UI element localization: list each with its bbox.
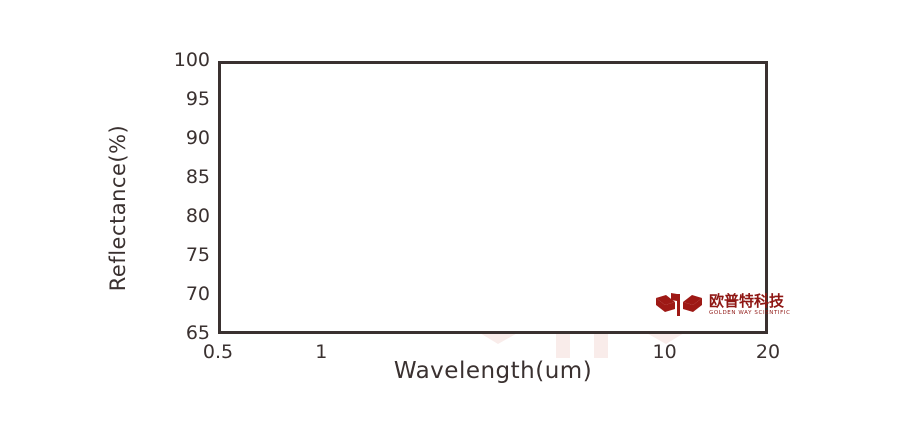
y-tick-label: 90: [185, 127, 210, 149]
y-tick-label: 100: [173, 49, 210, 71]
x-tick-label: 20: [755, 341, 781, 363]
x-tick-label: 0.5: [202, 341, 234, 363]
y-tick-label: 75: [185, 244, 210, 266]
brand-name-en: GOLDEN WAY SCIENTIFIC: [709, 309, 791, 316]
y-tick-label: 95: [185, 88, 210, 110]
plot-area: [218, 61, 768, 334]
y-axis-title: Reflectance(%): [106, 124, 130, 292]
x-tick-label: 10: [652, 341, 677, 363]
y-tick-label: 65: [185, 322, 210, 344]
plot-frame: [218, 61, 768, 334]
brand-text: 欧普特科技 GOLDEN WAY SCIENTIFIC: [709, 291, 791, 317]
y-axis-tick-labels: 65 70 75 80 85 90 95 100: [174, 0, 210, 440]
y-tick-label: 70: [185, 283, 210, 305]
brand-logo-icon: [656, 293, 702, 316]
x-tick-label: 1: [315, 341, 328, 363]
y-tick-label: 85: [185, 166, 210, 188]
y-tick-label: 80: [185, 205, 210, 227]
x-axis-title: Wavelength(um): [393, 358, 593, 384]
brand-logo: 欧普特科技 GOLDEN WAY SCIENTIFIC: [656, 292, 791, 318]
brand-name-cn: 欧普特科技: [709, 291, 785, 310]
